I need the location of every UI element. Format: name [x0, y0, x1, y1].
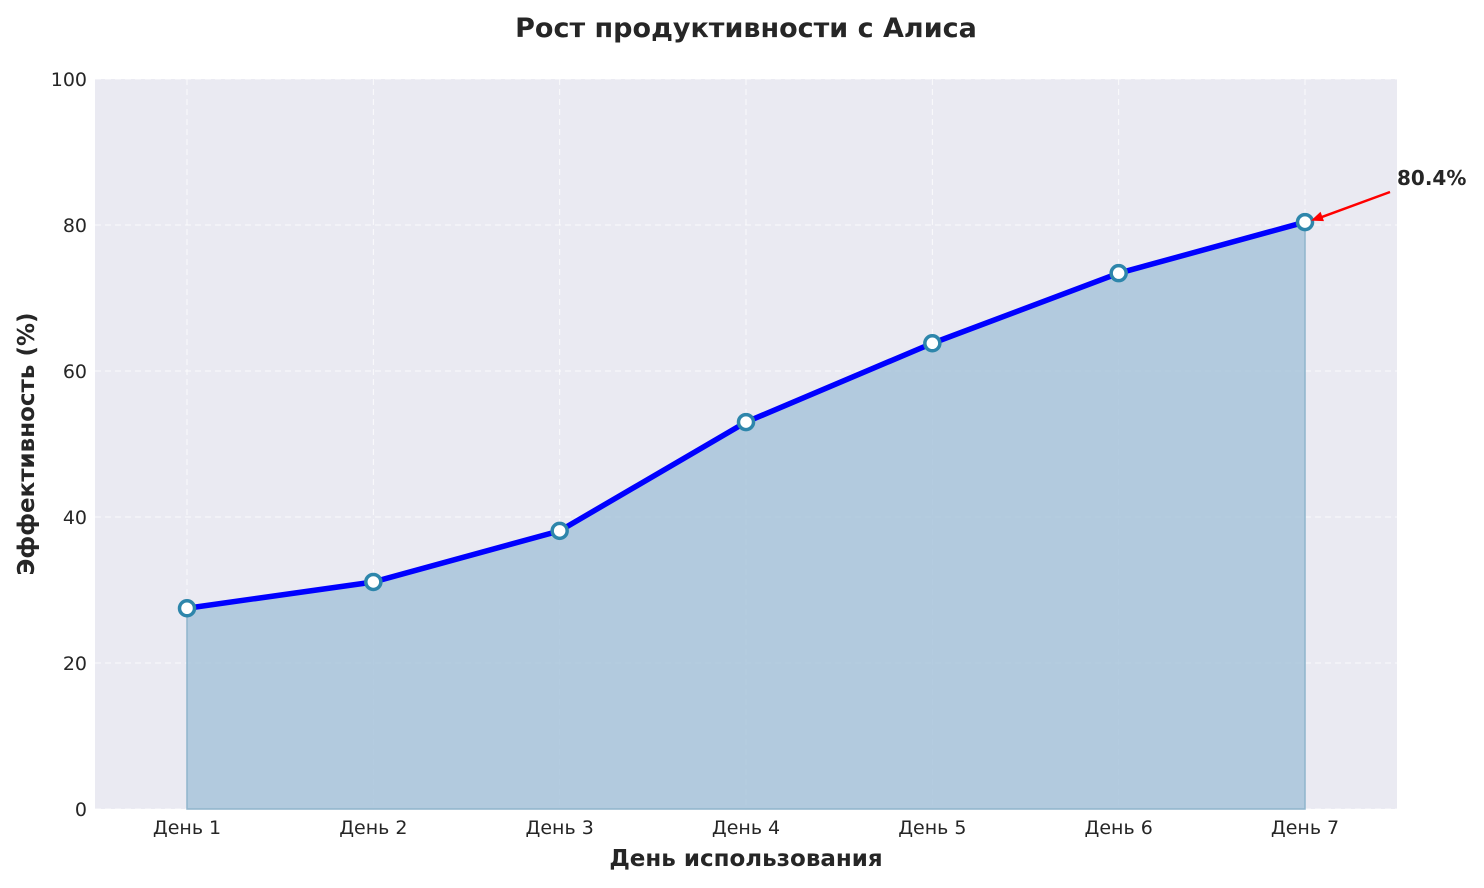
area-layer — [177, 212, 1315, 810]
data-point — [177, 599, 197, 618]
data-point — [1109, 263, 1128, 283]
x-tick-label: День 6 — [1085, 817, 1153, 839]
x-tick-label: День 7 — [1271, 817, 1339, 839]
x-tick-label: День 5 — [898, 817, 966, 839]
y-tick-label: 100 — [51, 69, 87, 91]
x-tick-label: День 3 — [526, 817, 594, 839]
ticks: 0 20 40 60 80 100 День 1 День 2 День 3 День 4 День… — [51, 69, 1339, 839]
y-tick-label: 80 — [63, 215, 87, 237]
y-tick-label: 0 — [75, 799, 87, 821]
y-tick-label: 20 — [63, 653, 87, 675]
y-axis-label: Эффективность (%) — [14, 312, 40, 575]
annotation-arrow — [1318, 190, 1391, 220]
annotation-arrowhead — [1311, 211, 1324, 222]
y-tick-label: 40 — [63, 507, 87, 529]
y-tick-label: 60 — [63, 361, 87, 383]
annotation-label: 80.4% — [1397, 166, 1466, 190]
data-point — [1295, 212, 1315, 232]
x-tick-label: День 2 — [339, 817, 407, 839]
data-point — [923, 334, 942, 353]
annotation: 80.4% — [1311, 166, 1466, 222]
x-tick-label: День 1 — [153, 817, 221, 839]
data-point — [550, 521, 569, 541]
data-point — [364, 572, 383, 592]
data-point — [736, 412, 756, 432]
chart-title: Рост продуктивности с Алиса — [515, 13, 977, 44]
x-axis-label: День использования — [609, 846, 882, 872]
x-tick-label: День 4 — [712, 817, 780, 839]
